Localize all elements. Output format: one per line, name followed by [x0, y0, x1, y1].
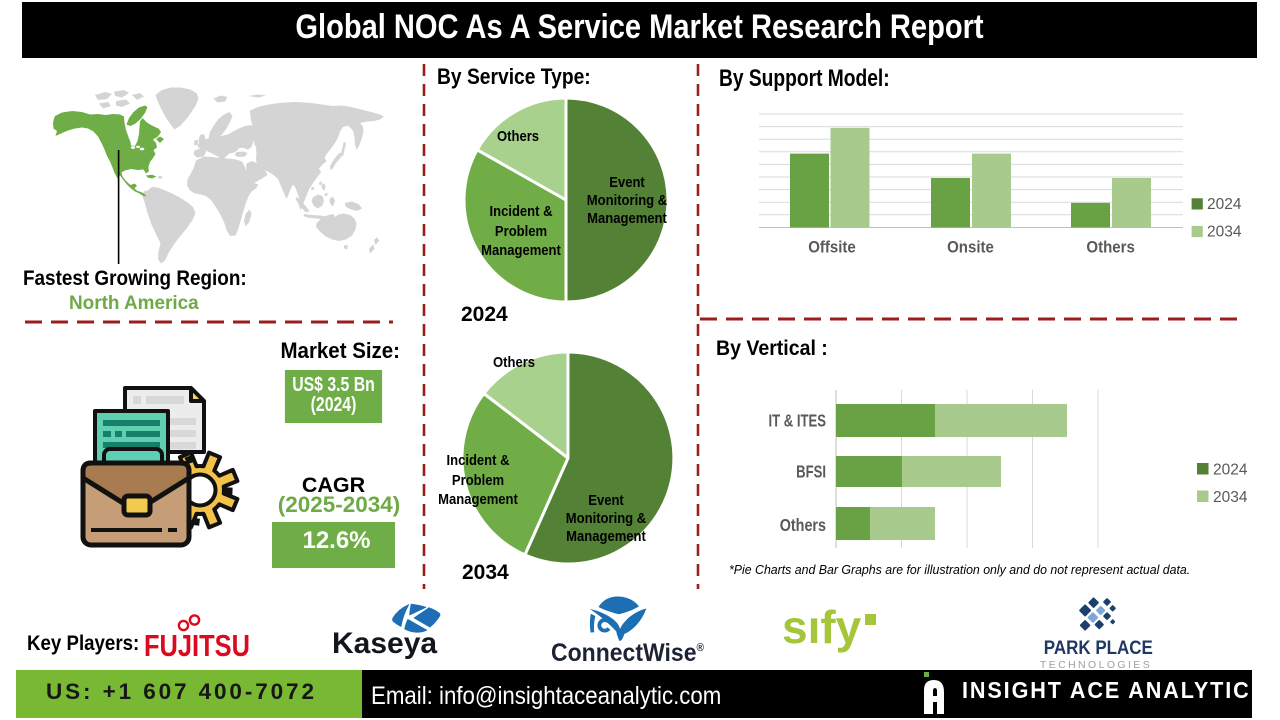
svg-text:IT & ITES: IT & ITES — [768, 412, 826, 431]
svg-text:BFSI: BFSI — [796, 463, 826, 482]
svg-text:Management: Management — [438, 491, 518, 507]
svg-text:Management: Management — [481, 242, 561, 258]
svg-text:Incident &: Incident & — [489, 203, 552, 219]
svg-text:Offsite: Offsite — [808, 239, 856, 257]
svg-text:Onsite: Onsite — [947, 239, 994, 257]
svg-text:Others: Others — [497, 128, 539, 144]
svg-text:Problem: Problem — [452, 472, 504, 488]
svg-text:Others: Others — [493, 354, 535, 370]
svg-text:2024: 2024 — [1207, 196, 1242, 213]
svg-text:2034: 2034 — [1213, 489, 1248, 506]
svg-text:Event: Event — [609, 174, 645, 190]
svg-text:Others: Others — [1086, 239, 1135, 257]
svg-text:Management: Management — [587, 210, 667, 226]
svg-text:2034: 2034 — [1207, 223, 1242, 240]
svg-text:2024: 2024 — [1213, 462, 1248, 479]
svg-text:Event: Event — [588, 492, 624, 508]
svg-text:Management: Management — [566, 528, 646, 544]
svg-text:Monitoring &: Monitoring & — [566, 510, 646, 526]
svg-text:*Pie Charts and Bar Graphs are: *Pie Charts and Bar Graphs are for illus… — [729, 563, 1190, 577]
svg-text:Monitoring &: Monitoring & — [587, 192, 667, 208]
svg-text:Problem: Problem — [495, 223, 547, 239]
svg-text:Incident &: Incident & — [446, 452, 509, 468]
svg-text:Others: Others — [780, 517, 826, 536]
